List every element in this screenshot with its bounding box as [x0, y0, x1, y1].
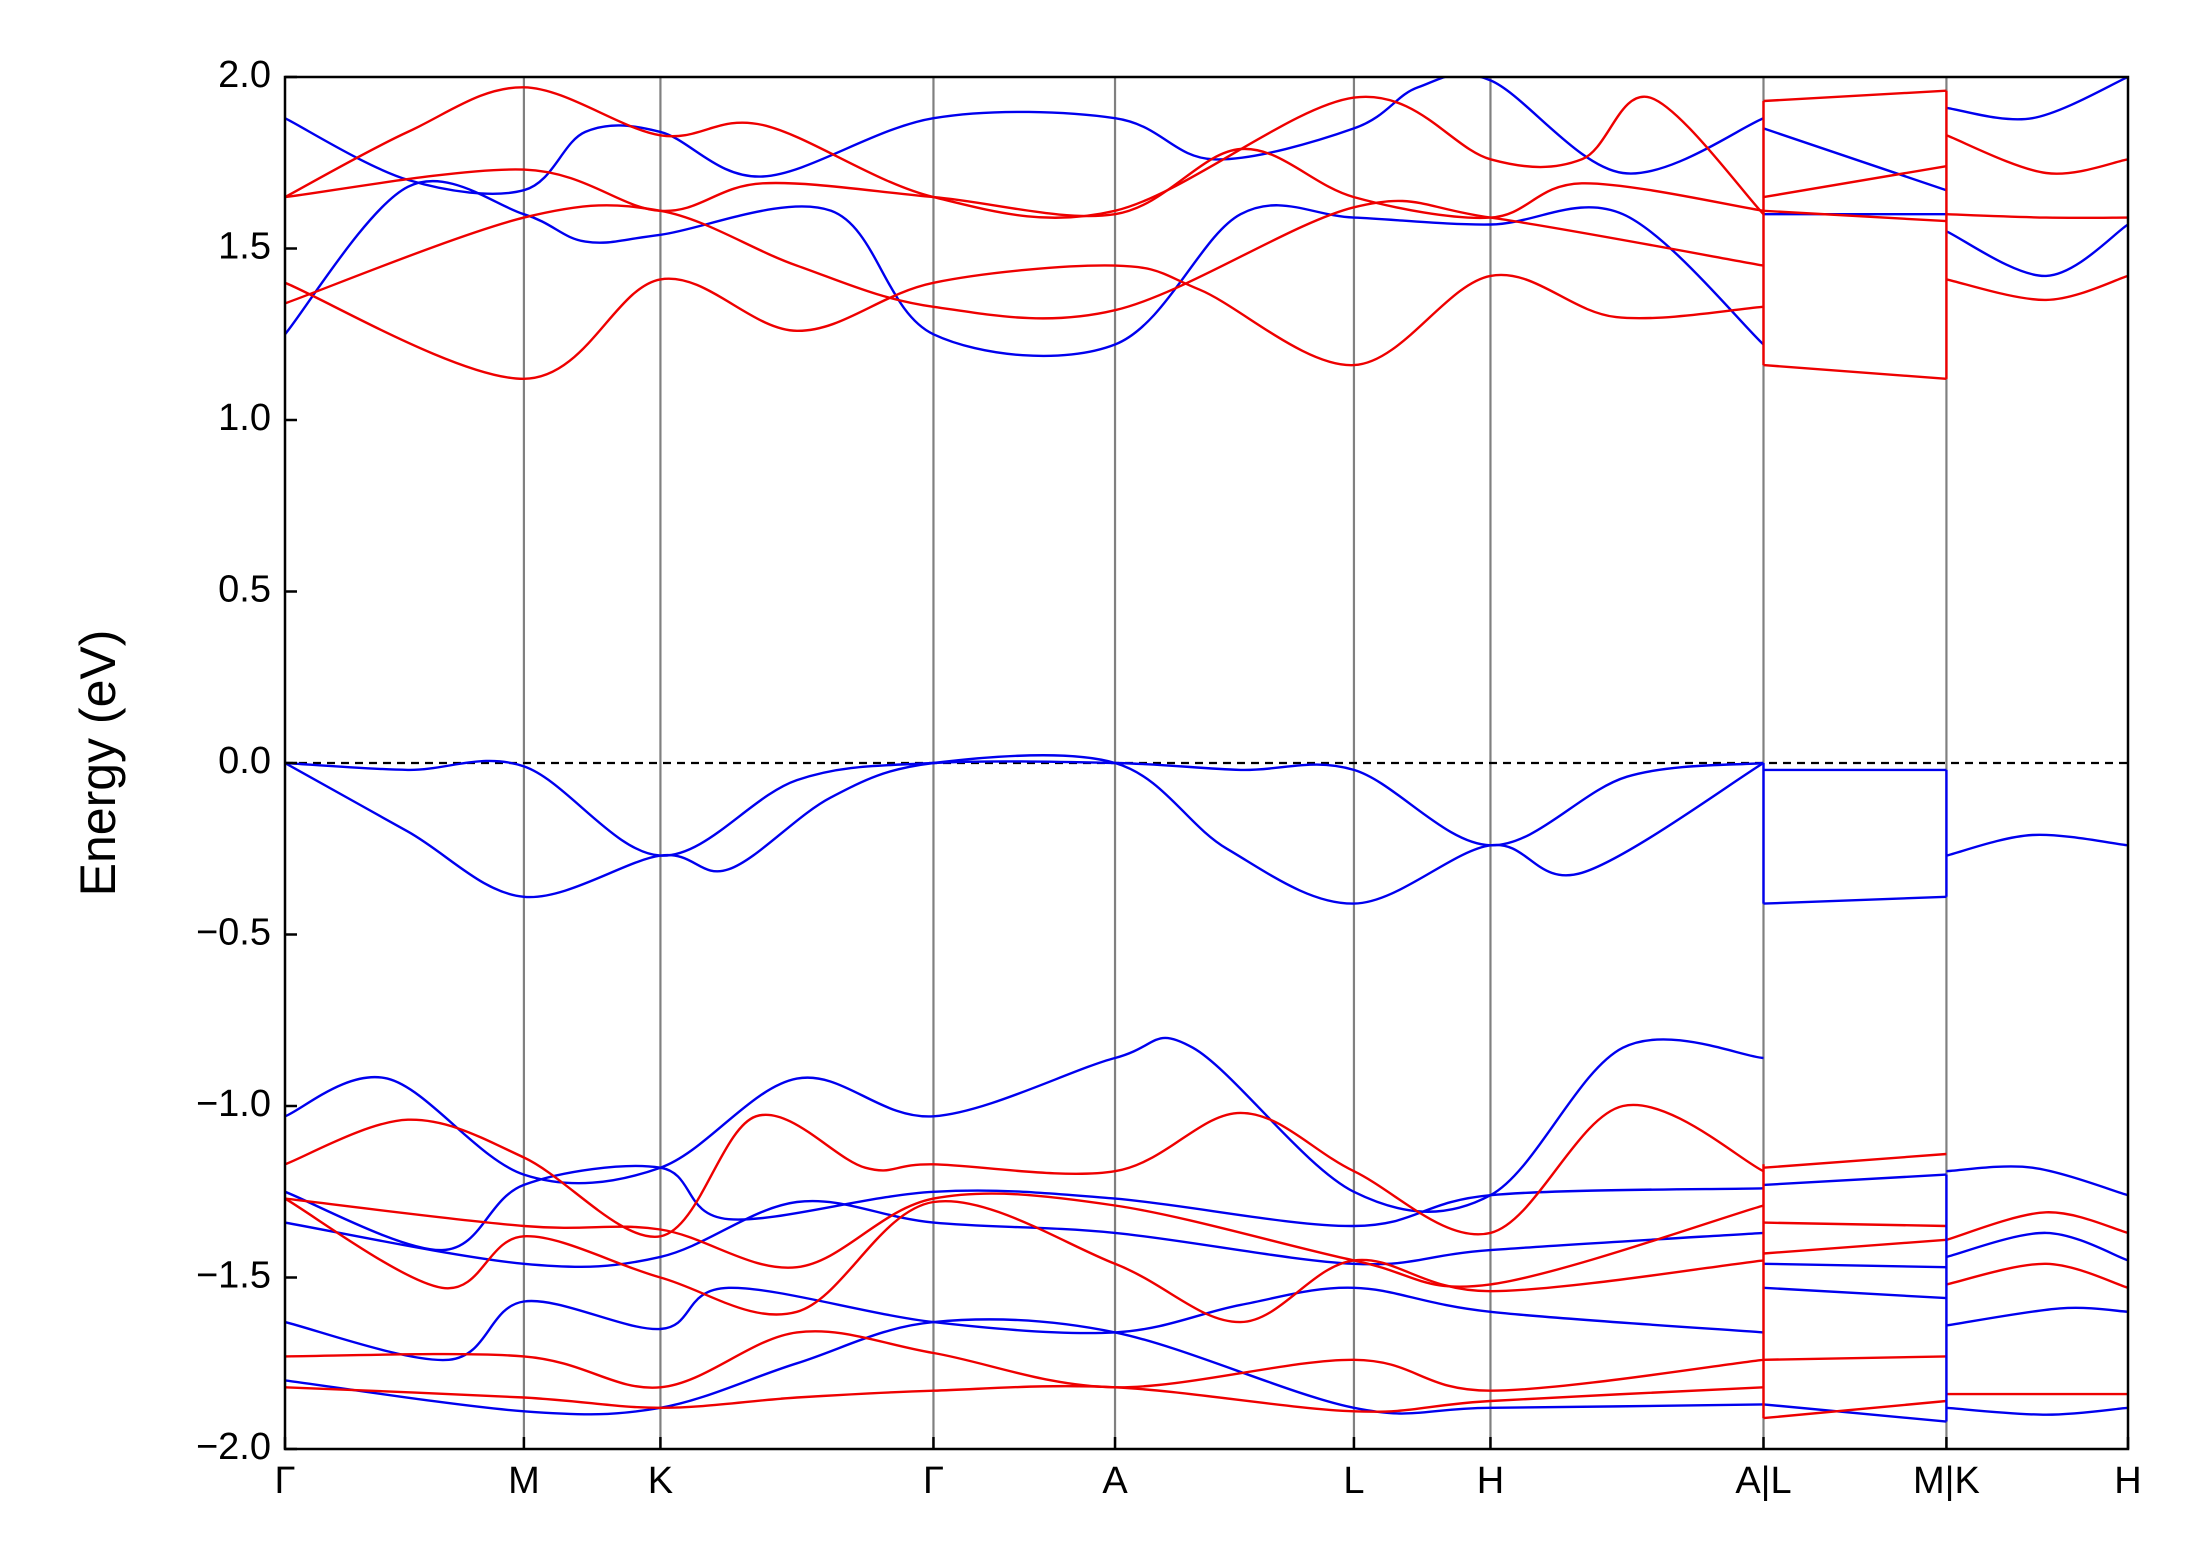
spin-down-band-38	[285, 199, 1764, 320]
k-point-label-5: L	[1343, 1460, 1364, 1502]
y-tick-label-3: 0.5	[218, 569, 271, 611]
spin-up-band-4	[1946, 833, 2128, 857]
y-tick-label-5: −0.5	[196, 912, 271, 954]
y-tick-label-2: 1.0	[218, 397, 271, 439]
spin-down-band-28	[1946, 1211, 2128, 1241]
k-point-label-9: H	[2114, 1460, 2141, 1502]
spin-up-band-9	[285, 1318, 1764, 1416]
spin-down-band-41	[1763, 89, 1947, 103]
y-tick-label-6: −1.0	[196, 1083, 271, 1125]
spin-up-band-35	[1945, 223, 2128, 278]
spin-down-band-46	[1946, 213, 2128, 220]
y-tick-label-1: 1.5	[218, 226, 271, 268]
spin-down-band-19	[285, 1192, 1764, 1288]
y-tick-label-4: 0.0	[218, 740, 271, 782]
spin-up-band-13	[1763, 1403, 1947, 1423]
spin-down-band-26	[1763, 1355, 1947, 1361]
spin-up-band-1	[285, 754, 1765, 905]
spin-up-band-3	[1763, 895, 1947, 905]
spin-down-band-47	[1945, 134, 2128, 175]
spin-up-band-7	[285, 1199, 1764, 1269]
k-point-label-8: M|K	[1913, 1460, 1980, 1502]
spin-down-band-37	[285, 264, 1764, 381]
y-tick-label-7: −1.5	[196, 1255, 271, 1297]
x-axis: Γ M K Γ A L H A|L M|K H	[275, 1437, 2142, 1502]
spin-down-band-45	[1946, 274, 2128, 302]
spin-up-band-16	[1946, 1306, 2128, 1327]
y-axis: 2.0 1.5 1.0 0.5 0.0 −0.5 −1.0 −1.5 −2.0	[196, 54, 297, 1468]
k-point-label-2: K	[648, 1460, 673, 1502]
spin-down-band-24	[1763, 1221, 1947, 1228]
spin-up-band-32	[285, 77, 1764, 195]
spin-down-band-40	[285, 86, 1765, 219]
spin-up-band-36	[1946, 77, 2128, 121]
spin-down-band-44	[1763, 363, 1947, 380]
spin-up-band-12	[1763, 1286, 1947, 1300]
spin-down-band-25	[1763, 1238, 1947, 1255]
spin-up-band-17	[1946, 1406, 2128, 1416]
spin-down-band-23	[1763, 1152, 1947, 1169]
y-axis-title: Energy (eV)	[70, 630, 126, 897]
spin-up-band-6	[285, 1164, 1764, 1252]
spin-up-band-5	[285, 1036, 1764, 1213]
spin-up-band-11	[1763, 1262, 1947, 1269]
spin-down-band-27	[1763, 1399, 1947, 1420]
y-tick-label-8: −2.0	[196, 1426, 271, 1468]
spin-down-band-29	[1946, 1262, 2128, 1289]
spin-down-band-22	[285, 1384, 1764, 1413]
spin-down-band-20	[285, 1197, 1764, 1324]
y-tick-label-0: 2.0	[218, 54, 271, 96]
k-point-label-3: Γ	[923, 1460, 944, 1502]
k-point-label-1: M	[508, 1460, 540, 1502]
k-point-label-7: A|L	[1735, 1460, 1791, 1502]
spin-up-band-10	[1763, 1173, 1947, 1187]
spin-up-band-31	[285, 180, 1765, 358]
spin-down-band-43	[1763, 209, 1947, 223]
spin-down-band-42	[1763, 165, 1947, 199]
spin-up-band-0	[285, 759, 1764, 857]
k-point-label-6: H	[1477, 1460, 1504, 1502]
spin-up-band-14	[1946, 1165, 2128, 1197]
band-lines	[285, 77, 2128, 1423]
spin-down-band-18	[285, 1103, 1765, 1238]
spin-up-band-15	[1946, 1231, 2128, 1262]
k-point-label-4: A	[1102, 1460, 1128, 1502]
spin-down-band-21	[285, 1330, 1764, 1392]
k-point-label-0: Γ	[275, 1460, 296, 1502]
spin-up-band-33	[1763, 127, 1947, 192]
